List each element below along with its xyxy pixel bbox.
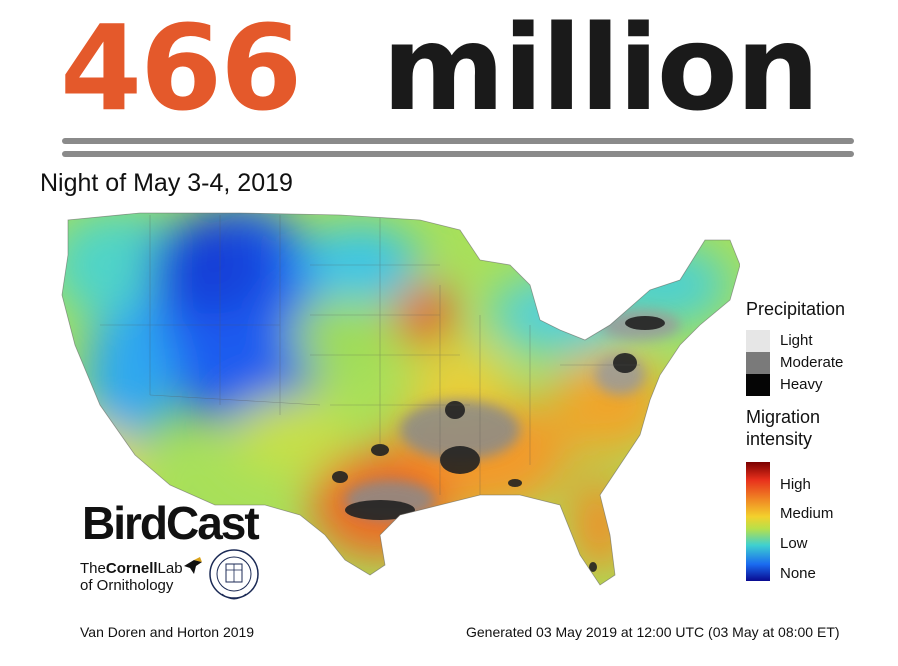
headline-word: million [382, 0, 820, 137]
cornell-lab: Lab [157, 560, 183, 577]
gradient-label-low: Low [780, 535, 808, 552]
moderate-swatch [746, 352, 770, 374]
gradient-label-high: High [780, 476, 811, 493]
headline: 466 million [0, 6, 898, 131]
gradient-label-medium: Medium [780, 505, 834, 522]
precipitation-legend-title: Precipitation [746, 299, 846, 319]
cornell-bird-icon [184, 557, 202, 574]
generated-timestamp: Generated 03 May 2019 at 12:00 UTC (03 M… [466, 624, 840, 640]
cornell-lab-logo: TheCornellLab of Ornithology [80, 560, 183, 594]
legend-item-moderate: Moderate [746, 352, 896, 374]
map-subtitle: Night of May 3-4, 2019 [40, 169, 293, 197]
map-legend: Precipitation Light Moderate Heavy Migra… [746, 298, 896, 602]
legend-item-light: Light [746, 330, 896, 352]
credit-text: Van Doren and Horton 2019 [80, 624, 255, 640]
divider-line-top [62, 138, 854, 144]
oxford-seal-icon [209, 549, 259, 600]
headline-number: 466 [60, 0, 302, 137]
divider-line-bottom [62, 151, 854, 157]
gradient-label-none: None [780, 565, 816, 582]
cornell-line2: of Ornithology [80, 577, 174, 594]
migration-gradient-bar [746, 462, 770, 581]
birdcast-logo: BirdCast [82, 497, 260, 549]
migration-legend-title: Migration intensity [746, 407, 821, 449]
cornell-name: Cornell [105, 560, 158, 577]
migration-map [61, 212, 740, 586]
legend-label-moderate: Moderate [780, 354, 844, 371]
legend-label-light: Light [780, 332, 813, 349]
legend-item-heavy: Heavy [746, 374, 896, 396]
migration-gradient-scale: High Medium Low None [746, 462, 896, 602]
cornell-the: The [80, 560, 106, 577]
legend-label-heavy: Heavy [780, 376, 823, 393]
light-swatch [746, 330, 770, 352]
heavy-swatch [746, 374, 770, 396]
